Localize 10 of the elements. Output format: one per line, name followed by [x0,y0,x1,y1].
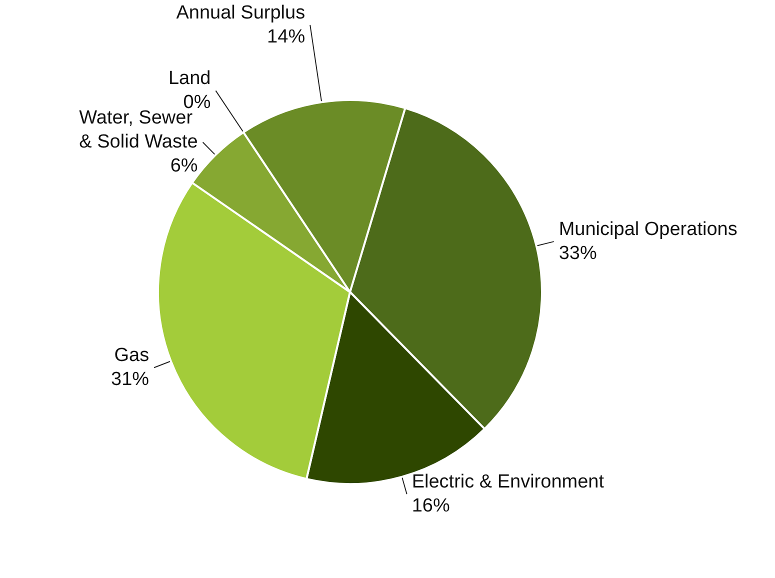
data-label: 16% [412,496,450,517]
data-label: 6% [170,156,198,177]
slice-label: Electric & Environment [412,472,605,493]
slice-label: Gas [114,345,150,366]
data-label: 31% [111,369,150,390]
slice-label: Annual Surplus [176,2,306,24]
slice-label: Municipal Operations [558,219,738,240]
data-label: 14% [267,26,306,48]
category-label: Land [168,68,211,90]
data-label: 33% [558,243,597,264]
